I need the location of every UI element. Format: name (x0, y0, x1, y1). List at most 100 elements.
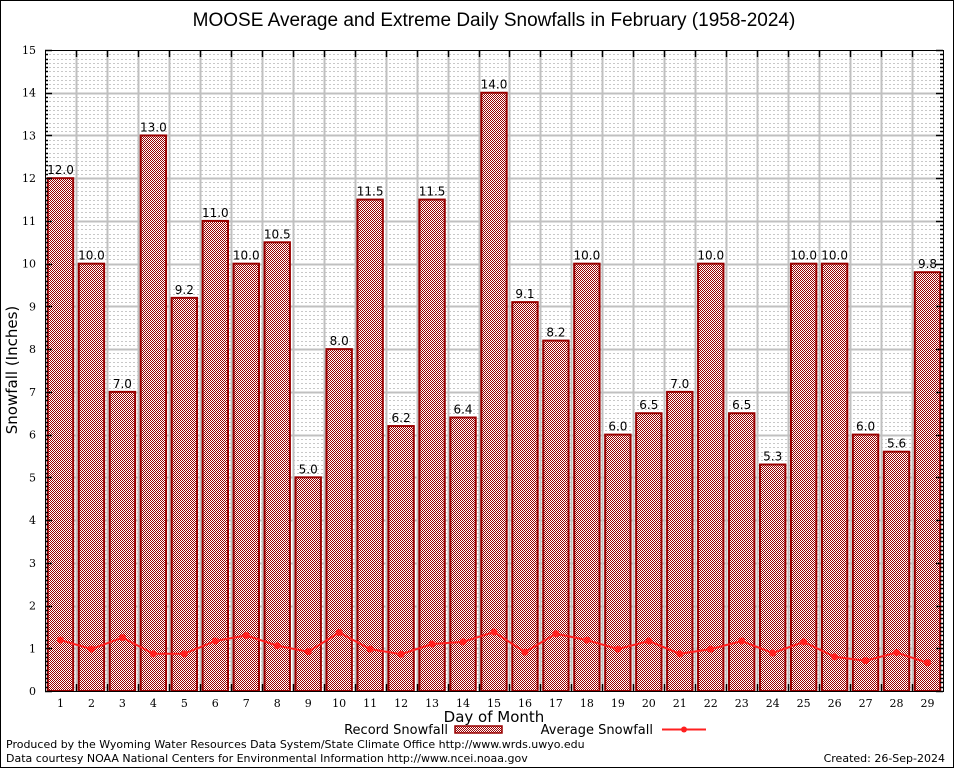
bar-label-day-27: 6.0 (856, 420, 875, 434)
bar-record-day-25 (789, 262, 818, 692)
average-point-day-8 (273, 642, 281, 650)
x-tick-label-17: 17 (549, 697, 563, 710)
average-point-day-16 (521, 648, 529, 656)
average-point-day-9 (304, 648, 312, 656)
average-point-day-27 (862, 657, 870, 665)
bar-record-day-5 (170, 296, 199, 692)
footer-data-courtesy: Data courtesy NOAA National Centers for … (6, 752, 528, 765)
bar-label-day-11: 11.5 (357, 185, 384, 199)
bar-record-day-26 (820, 262, 849, 692)
bar-record-day-14 (449, 416, 477, 692)
x-tick-label-22: 22 (704, 697, 718, 710)
bar-label-day-4: 13.0 (140, 120, 167, 134)
x-tick-label-12: 12 (394, 697, 408, 710)
bar-record-day-18 (573, 262, 601, 692)
x-tick-label-18: 18 (580, 697, 594, 710)
chart-title: MOOSE Average and Extreme Daily Snowfall… (193, 10, 796, 31)
bar-labels: 12.0 10.0 7.0 13.0 9.2 11.0 10.0 10.5 5.0 8.0 11.5… (47, 78, 937, 477)
x-tick-label-16: 16 (518, 697, 532, 710)
average-point-day-19 (614, 645, 622, 653)
bar-label-day-8: 10.5 (264, 227, 291, 241)
bar-record-day-1 (46, 177, 75, 692)
x-tick-label-25: 25 (797, 697, 811, 710)
y-tick-label-8: 8 (29, 343, 36, 356)
y-tick-label-10: 10 (22, 258, 36, 271)
y-tick-label-9: 9 (29, 300, 36, 313)
bar-record-day-24 (758, 463, 787, 692)
bar-label-day-19: 6.0 (608, 420, 627, 434)
x-tick-label-7: 7 (243, 697, 250, 710)
x-tick-label-13: 13 (425, 697, 439, 710)
y-tick-label-6: 6 (29, 429, 36, 442)
bar-record-day-10 (325, 348, 353, 692)
bar-record-day-20 (635, 412, 663, 692)
legend-average-label: Average Snowfall (541, 723, 653, 738)
average-point-day-29 (924, 659, 932, 667)
y-tick-label-1: 1 (29, 642, 36, 655)
bar-label-day-3: 7.0 (113, 377, 132, 391)
bar-record-day-15 (480, 91, 508, 692)
y-tick-label-12: 12 (22, 172, 36, 185)
bar-record-day-11 (356, 198, 384, 692)
x-tick-label-1: 1 (57, 697, 64, 710)
legend-record-label: Record Snowfall (344, 723, 448, 738)
bar-record-day-13 (418, 198, 446, 692)
average-point-day-7 (242, 631, 250, 639)
bar-label-day-1: 12.0 (47, 163, 74, 177)
ticks (45, 49, 943, 693)
x-tick-label-23: 23 (735, 697, 749, 710)
bar-record-day-16 (511, 301, 539, 692)
bar-label-day-25: 10.0 (790, 249, 817, 263)
bar-label-day-13: 11.5 (419, 185, 446, 199)
bar-label-day-18: 10.0 (574, 249, 601, 263)
bar-label-day-14: 6.4 (453, 403, 472, 417)
x-tick-label-10: 10 (332, 697, 346, 710)
average-point-day-21 (676, 650, 684, 658)
average-line (56, 628, 932, 667)
bar-record-day-7 (232, 262, 260, 692)
average-point-day-28 (893, 649, 901, 657)
y-tick-label-7: 7 (29, 386, 36, 399)
y-tick-label-4: 4 (29, 514, 36, 527)
bar-label-day-15: 14.0 (481, 78, 508, 92)
bar-label-day-5: 9.2 (175, 283, 194, 297)
average-point-day-24 (769, 649, 777, 657)
x-tick-label-29: 29 (921, 697, 935, 710)
footer-created: Created: 26-Sep-2024 (824, 752, 945, 765)
average-point-day-10 (335, 628, 343, 636)
x-tick-labels: 1 2 3 4 5 6 7 8 9 10 11 12 13 14 15 16 17 18 19 20 21 22 23 24 2… (57, 697, 935, 710)
x-tick-label-3: 3 (119, 697, 126, 710)
average-point-day-2 (87, 645, 95, 653)
bar-label-day-20: 6.5 (639, 398, 658, 412)
x-tick-label-8: 8 (274, 697, 281, 710)
y-tick-label-5: 5 (29, 471, 36, 484)
bar-label-day-29: 9.8 (918, 257, 937, 271)
y-axis-label: Snowfall (Inches) (3, 306, 21, 434)
x-tick-label-21: 21 (673, 697, 687, 710)
bar-record-day-22 (697, 262, 725, 692)
bar-label-day-28: 5.6 (887, 437, 906, 451)
average-point-day-3 (118, 634, 126, 642)
x-tick-label-6: 6 (212, 697, 219, 710)
x-tick-label-5: 5 (181, 697, 188, 710)
average-point-day-23 (738, 637, 746, 645)
average-point-day-4 (149, 650, 157, 658)
bar-record-day-8 (263, 241, 291, 693)
x-tick-label-27: 27 (859, 697, 873, 710)
x-tick-label-14: 14 (456, 697, 470, 710)
y-tick-label-3: 3 (29, 557, 36, 570)
legend-average-marker (681, 726, 687, 733)
bar-label-day-22: 10.0 (697, 249, 724, 263)
y-tick-label-2: 2 (29, 600, 36, 613)
average-point-day-6 (211, 637, 219, 645)
bar-label-day-10: 8.0 (330, 334, 349, 348)
x-tick-label-28: 28 (890, 697, 904, 710)
bar-record-day-4 (139, 134, 168, 692)
average-point-day-13 (428, 640, 436, 648)
x-tick-label-15: 15 (487, 697, 501, 710)
bar-label-day-7: 10.0 (233, 249, 260, 263)
y-tick-label-11: 11 (22, 215, 36, 228)
bar-record-day-23 (728, 412, 756, 692)
average-point-day-20 (645, 637, 653, 645)
bar-label-day-9: 5.0 (299, 462, 318, 476)
